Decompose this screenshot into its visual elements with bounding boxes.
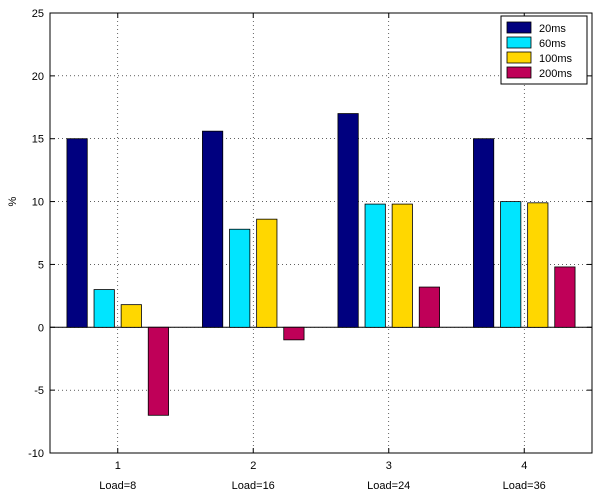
bar-60ms-3 xyxy=(364,203,386,328)
y-tick-label: -10 xyxy=(28,448,44,460)
bar-100ms-2 xyxy=(256,218,278,328)
legend-label-100ms: 100ms xyxy=(539,53,573,65)
legend-swatch-60ms xyxy=(506,36,532,49)
x-tick-label: 2 xyxy=(250,460,256,472)
bar-200ms-4 xyxy=(554,266,576,328)
bars xyxy=(66,113,576,416)
x-tick-label: 3 xyxy=(386,460,392,472)
bar-200ms-3 xyxy=(418,286,440,328)
legend-label-20ms: 20ms xyxy=(539,23,566,35)
bar-100ms-1 xyxy=(120,304,142,328)
x-category-sublabel: Load=36 xyxy=(503,480,546,492)
x-tick-label: 4 xyxy=(521,460,527,472)
grid xyxy=(50,12,592,454)
bar-100ms-3 xyxy=(391,203,413,328)
x-category-sublabel: Load=16 xyxy=(232,480,275,492)
y-tick-label: 5 xyxy=(38,259,44,271)
plot-frame xyxy=(49,12,593,454)
legend-swatch-200ms xyxy=(506,66,532,79)
legend-swatch-100ms xyxy=(506,51,532,64)
y-tick-label: 20 xyxy=(32,71,44,83)
y-tick-label: 25 xyxy=(32,8,44,20)
x-category-sublabel: Load=8 xyxy=(99,480,136,492)
y-axis-label: % xyxy=(7,196,19,206)
bar-60ms-2 xyxy=(229,228,251,328)
bar-100ms-4 xyxy=(527,202,549,328)
legend-swatch-20ms xyxy=(506,21,532,34)
legend-label-60ms: 60ms xyxy=(539,38,566,50)
bar-20ms-2 xyxy=(202,130,224,328)
bar-20ms-4 xyxy=(473,138,495,328)
bar-20ms-3 xyxy=(337,113,359,328)
bar-60ms-1 xyxy=(93,289,115,328)
x-axis-ticks: 1 Load=8 2 Load=16 3 Load=24 4 Load=36 xyxy=(99,13,546,492)
y-axis-ticks: -10 -5 0 5 10 15 20 25 xyxy=(28,8,592,460)
y-tick-label: 15 xyxy=(32,134,44,146)
y-tick-label: -5 xyxy=(34,385,44,397)
y-tick-label: 10 xyxy=(32,197,44,209)
y-tick-label: 0 xyxy=(38,322,44,334)
bar-200ms-2 xyxy=(283,326,305,341)
x-tick-label: 1 xyxy=(115,460,121,472)
legend-label-200ms: 200ms xyxy=(539,68,573,80)
bar-20ms-1 xyxy=(66,138,88,328)
bar-200ms-1 xyxy=(147,326,169,416)
legend: 20ms 60ms 100ms 200ms xyxy=(500,15,588,85)
bar-60ms-4 xyxy=(500,201,522,328)
x-category-sublabel: Load=24 xyxy=(367,480,410,492)
